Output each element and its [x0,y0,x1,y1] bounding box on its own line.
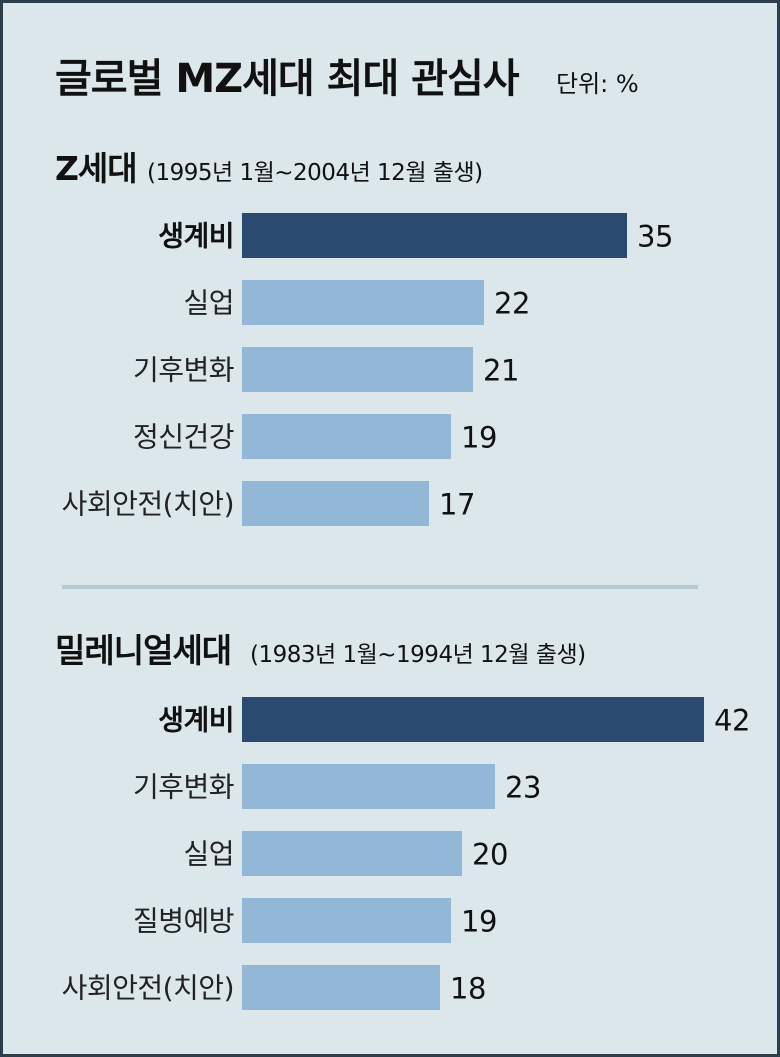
category-label: 사회안전(치안) [62,488,234,521]
z-generation-section: Z세대 (1995년 1월~2004년 12월 출생) 생계비 35 실업 22 기후변… [55,149,673,526]
category-label: 생계비 [158,704,234,737]
bar [242,898,451,943]
category-label: 정신건강 [133,421,234,454]
bar [242,414,451,459]
bar [242,831,462,876]
bar [242,481,429,526]
chart-title: 글로벌 MZ세대 최대 관심사 [55,56,520,102]
value-label: 35 [637,220,673,254]
category-label: 질병예방 [133,905,234,938]
category-label: 실업 [183,287,234,320]
section-subtitle: (1983년 1월~1994년 12월 출생) [250,642,586,668]
value-label: 23 [505,771,541,805]
section-title: 밀레니얼세대 [55,631,231,670]
bar [242,280,484,325]
bar [242,764,495,809]
value-label: 19 [461,421,497,455]
section-subtitle: (1995년 1월~2004년 12월 출생) [147,160,483,186]
millennial-section: 밀레니얼세대 (1983년 1월~1994년 12월 출생) 생계비 42 기후변화… [55,631,750,1010]
value-label: 21 [483,354,519,388]
category-label: 기후변화 [133,354,234,387]
category-label: 생계비 [158,220,234,253]
section-title: Z세대 [55,149,137,188]
value-label: 20 [472,838,508,872]
bar [242,697,704,742]
value-label: 18 [450,972,486,1006]
category-label: 사회안전(치안) [62,972,234,1005]
value-label: 17 [439,488,475,522]
category-label: 기후변화 [133,771,234,804]
bar [242,347,473,392]
value-label: 19 [461,905,497,939]
value-label: 22 [494,287,530,321]
bar [242,965,440,1010]
bar [242,213,627,258]
unit-label: 단위: % [556,70,639,98]
value-label: 42 [714,704,750,738]
category-label: 실업 [183,838,234,871]
